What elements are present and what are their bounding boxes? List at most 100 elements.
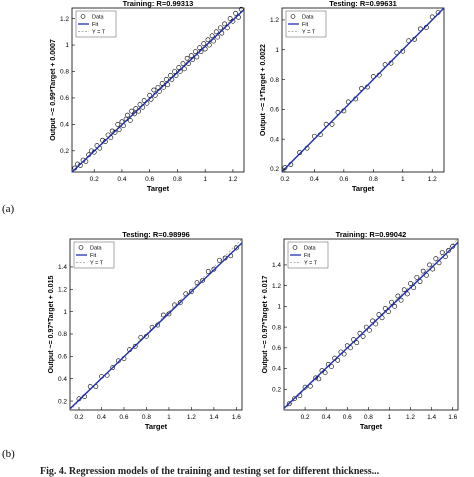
y-tick-label: 1 bbox=[277, 304, 281, 311]
x-tick-label: 0.6 bbox=[343, 414, 352, 421]
y-axis-label: Output ~= 0.99*Target + 0.0007 bbox=[50, 39, 57, 141]
x-tick-label: 0.8 bbox=[142, 414, 151, 421]
data-point bbox=[408, 281, 413, 286]
data-point bbox=[125, 112, 130, 118]
data-point bbox=[205, 269, 211, 274]
data-point bbox=[292, 396, 297, 401]
data-point bbox=[439, 250, 445, 255]
data-point bbox=[354, 340, 360, 346]
legend-yt-label: Y = T bbox=[302, 30, 316, 36]
x-tick-label: 0.8 bbox=[364, 414, 373, 421]
x-axis-label: Target bbox=[352, 184, 375, 193]
data-point bbox=[367, 327, 372, 333]
y-tick-label: 1 bbox=[65, 42, 69, 49]
x-tick-label: 0.2 bbox=[301, 414, 310, 421]
data-point bbox=[163, 77, 169, 82]
x-tick-label: 1.2 bbox=[428, 176, 437, 183]
x-tick-label: 0.8 bbox=[173, 176, 182, 183]
data-point bbox=[302, 384, 308, 390]
x-tick-label: 1.6 bbox=[232, 414, 241, 421]
data-point bbox=[213, 29, 219, 35]
x-axis-label: Target bbox=[145, 422, 168, 431]
y-axis-label: Output ~= 0.97*Target + 0.017 bbox=[262, 276, 269, 374]
legend-data-label: Data bbox=[304, 246, 317, 252]
fit-line bbox=[71, 9, 245, 173]
y-tick-label: 0.8 bbox=[58, 331, 67, 338]
y-tick-label: 1.2 bbox=[270, 17, 279, 24]
data-point bbox=[137, 102, 143, 107]
x-tick-label: 0.6 bbox=[339, 176, 348, 183]
data-point bbox=[360, 334, 366, 339]
y-tick-label: 0.6 bbox=[58, 354, 67, 361]
data-point bbox=[141, 98, 147, 103]
data-point bbox=[165, 82, 171, 88]
data-point bbox=[329, 364, 334, 369]
y-tick-label: 0.4 bbox=[60, 122, 69, 129]
data-point bbox=[166, 311, 172, 317]
panel-label-b: (b) bbox=[2, 448, 15, 460]
x-tick-label: 1 bbox=[388, 414, 392, 421]
data-point bbox=[209, 33, 215, 39]
data-point bbox=[183, 291, 189, 297]
x-tick-label: 0.2 bbox=[90, 176, 99, 183]
data-point bbox=[433, 256, 439, 262]
y-tick-label: 0.8 bbox=[60, 69, 69, 76]
chart-training-a: 0.2 0.4 0.6 0.8 1 1.2 0.2 0.4 0.6 0.8 1 1.2 Training… bbox=[50, 0, 245, 193]
data-point bbox=[211, 266, 217, 272]
y-axis-label: Output ~= 0.97*Target + 0.015 bbox=[48, 276, 55, 374]
data-point bbox=[222, 21, 227, 27]
legend-data-label: Data bbox=[90, 246, 103, 252]
y-tick-label: 0.4 bbox=[58, 376, 67, 383]
legend-fit-label: Fit bbox=[92, 22, 99, 28]
x-tick-label: 0.4 bbox=[310, 176, 319, 183]
data-point bbox=[389, 299, 394, 305]
chart-testing-b: 0.2 0.4 0.6 0.8 1 1.2 1.4 1.6 0.2 0.4 0.6 0.8 1 1.2 1.… bbox=[48, 230, 243, 431]
x-axis-label: Target bbox=[360, 422, 383, 431]
y-tick-label: 1.4 bbox=[58, 264, 67, 271]
data-point bbox=[151, 87, 157, 93]
y-tick-label: 0.6 bbox=[270, 107, 279, 114]
data-point bbox=[398, 297, 404, 303]
data-point bbox=[189, 289, 194, 294]
x-tick-label: 0.2 bbox=[280, 176, 289, 183]
data-point bbox=[184, 55, 190, 61]
chart-title: Training: R=0.99042 bbox=[336, 230, 407, 239]
x-tick-label: 1.4 bbox=[427, 414, 436, 421]
y-tick-label: 1.4 bbox=[272, 262, 281, 269]
legend-data-marker bbox=[292, 245, 298, 250]
data-point bbox=[392, 303, 398, 309]
data-point bbox=[414, 274, 420, 280]
data-point bbox=[115, 121, 121, 127]
x-tick-label: 0.6 bbox=[145, 176, 154, 183]
legend-data-marker bbox=[78, 245, 84, 250]
data-point bbox=[110, 365, 116, 370]
legend-yt-label: Y = T bbox=[304, 261, 318, 267]
x-tick-label: 0.8 bbox=[369, 176, 378, 183]
data-point bbox=[133, 106, 139, 111]
y-tick-label: 0.8 bbox=[272, 324, 281, 331]
figure-caption: Fig. 4. Regression models of the trainin… bbox=[40, 466, 380, 477]
data-point bbox=[382, 306, 388, 311]
legend-fit-label: Fit bbox=[302, 22, 309, 28]
y-tick-label: 0.2 bbox=[272, 386, 281, 393]
legend-box bbox=[75, 10, 117, 38]
data-point bbox=[138, 334, 144, 340]
chart-testing-a: 0.2 0.4 0.6 0.8 1 1.2 0.2 0.4 0.6 0.8 1 1.2 Testing:… bbox=[260, 0, 445, 193]
data-point bbox=[233, 245, 239, 251]
fit-line bbox=[283, 241, 459, 409]
x-tick-label: 0.4 bbox=[117, 176, 126, 183]
y-tick-label: 1.2 bbox=[60, 16, 69, 23]
x-tick-label: 1 bbox=[167, 414, 171, 421]
data-point bbox=[132, 111, 137, 117]
data-point bbox=[160, 312, 166, 318]
chart-title: Testing: R=0.98996 bbox=[122, 230, 190, 239]
data-point bbox=[341, 351, 347, 357]
legend-data-label: Data bbox=[92, 15, 105, 21]
x-axis-label: Target bbox=[147, 184, 170, 193]
data-point bbox=[201, 41, 207, 47]
data-point bbox=[129, 108, 135, 114]
data-point bbox=[329, 121, 335, 127]
data-point bbox=[446, 247, 451, 253]
y-tick-label: 1 bbox=[275, 47, 279, 54]
